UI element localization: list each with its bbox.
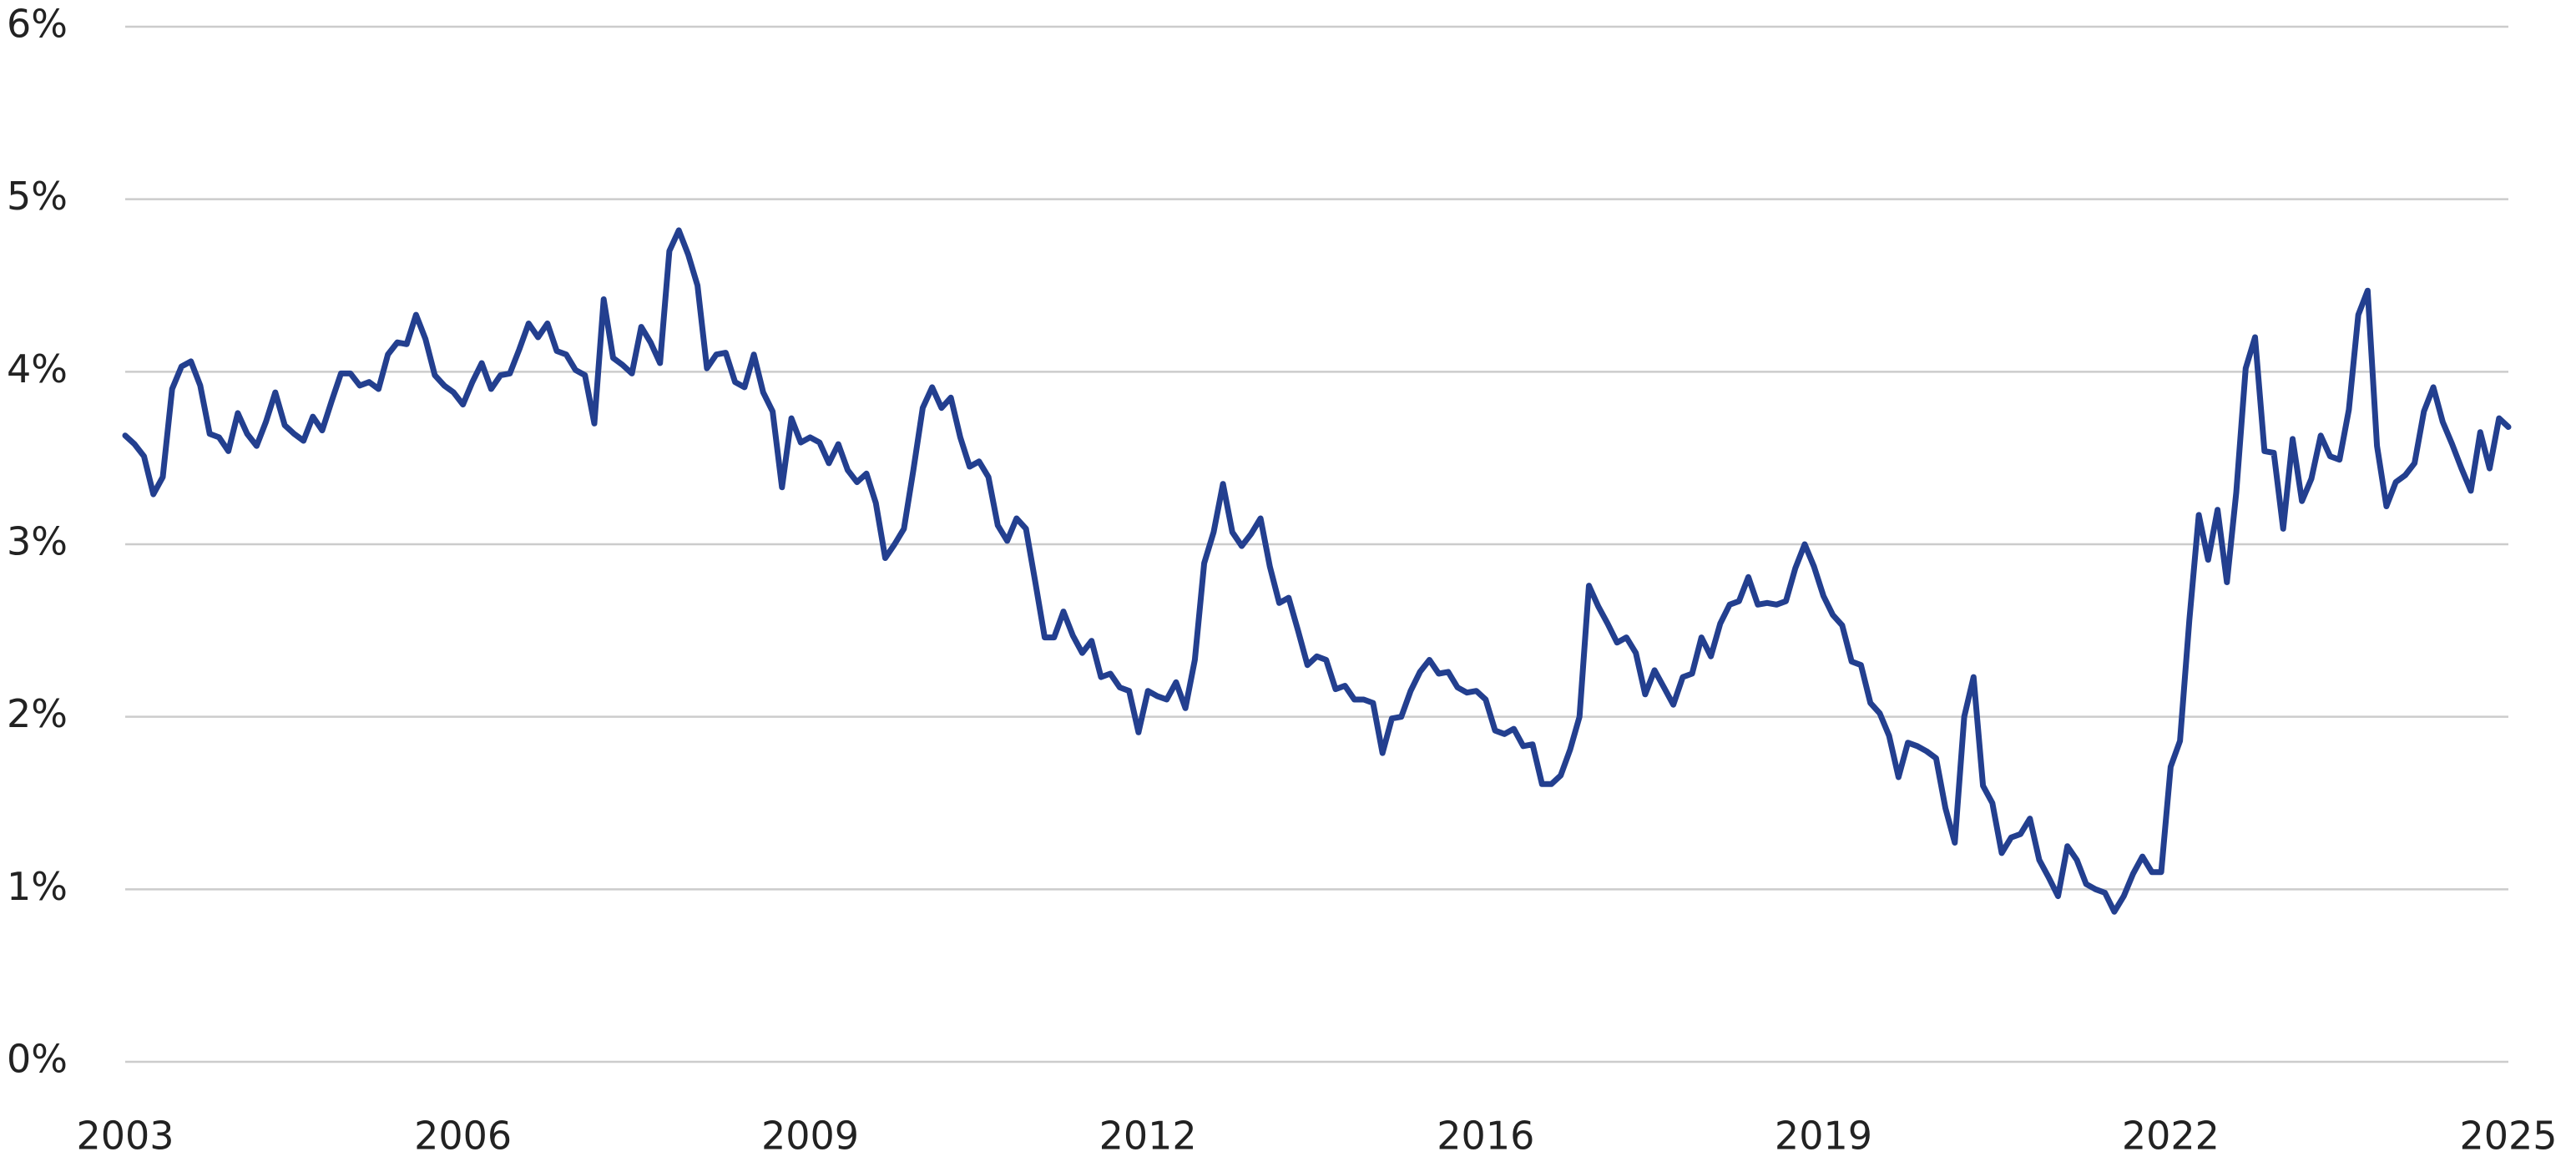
x-tick-label: 2022 bbox=[2122, 1114, 2220, 1159]
x-tick-label: 2025 bbox=[2459, 1114, 2557, 1159]
x-tick-label: 2009 bbox=[761, 1114, 859, 1159]
x-tick-label: 2016 bbox=[1437, 1114, 1534, 1159]
y-tick-label: 4% bbox=[7, 346, 68, 392]
y-tick-label: 0% bbox=[7, 1037, 68, 1082]
x-tick-label: 2019 bbox=[1775, 1114, 1872, 1159]
x-tick-label: 2003 bbox=[76, 1114, 174, 1159]
y-tick-label: 1% bbox=[7, 864, 68, 909]
y-tick-label: 2% bbox=[7, 691, 68, 736]
y-tick-label: 5% bbox=[7, 174, 68, 219]
y-tick-label: 6% bbox=[7, 2, 68, 47]
y-tick-label: 3% bbox=[7, 519, 68, 564]
x-tick-label: 2006 bbox=[414, 1114, 512, 1159]
x-tick-label: 2012 bbox=[1099, 1114, 1197, 1159]
data-line bbox=[122, 227, 2512, 915]
